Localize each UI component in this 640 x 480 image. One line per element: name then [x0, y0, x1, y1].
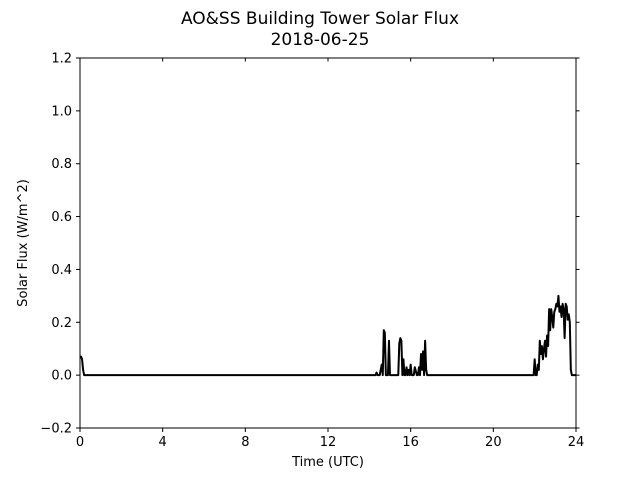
y-tick-label: 0.0 — [51, 369, 72, 384]
y-tick-label: 0.2 — [51, 316, 72, 331]
x-tick-label: 0 — [76, 435, 84, 450]
y-tick-label: 1.2 — [51, 52, 72, 67]
x-axis-label: Time (UTC) — [291, 455, 364, 470]
chart-subtitle: 2018-06-25 — [271, 30, 370, 50]
y-axis-label: Solar Flux (W/m^2) — [16, 179, 31, 307]
y-tick-label: −0.2 — [40, 422, 72, 437]
x-tick-label: 8 — [241, 435, 249, 450]
y-tick-label: 1.0 — [51, 104, 72, 119]
y-axis: −0.2 0.0 0.2 0.4 0.6 0.8 1.0 1.2 — [40, 52, 580, 437]
series-line — [80, 294, 576, 377]
y-tick-label: 0.8 — [51, 157, 72, 172]
x-tick-label: 16 — [402, 435, 419, 450]
plot-area — [79, 57, 577, 429]
x-tick-label: 4 — [159, 435, 167, 450]
x-tick-label: 20 — [485, 435, 502, 450]
y-tick-label: 0.4 — [51, 263, 72, 278]
plot-frame — [79, 57, 577, 429]
y-tick-label: 0.6 — [51, 210, 72, 225]
x-tick-label: 12 — [320, 435, 337, 450]
chart-title: AO&SS Building Tower Solar Flux — [181, 9, 459, 29]
x-tick-label: 24 — [568, 435, 585, 450]
x-axis: 0 4 8 12 16 20 24 — [76, 58, 584, 450]
